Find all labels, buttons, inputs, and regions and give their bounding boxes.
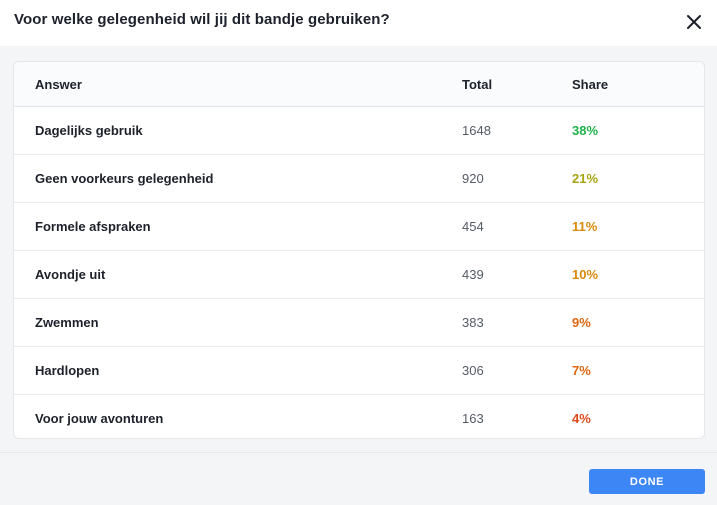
answer-cell: Zwemmen — [35, 315, 99, 330]
share-cell: 4% — [572, 411, 591, 426]
table-row: Geen voorkeurs gelegenheid 920 21% — [14, 155, 704, 203]
answer-cell: Geen voorkeurs gelegenheid — [35, 171, 214, 186]
close-icon — [687, 15, 701, 29]
done-button[interactable]: DONE — [589, 469, 705, 494]
total-cell: 163 — [462, 411, 484, 426]
share-cell: 9% — [572, 315, 591, 330]
column-header-total: Total — [462, 77, 493, 92]
total-cell: 1648 — [462, 123, 491, 138]
share-cell: 7% — [572, 363, 591, 378]
table-row: Zwemmen 383 9% — [14, 299, 704, 347]
table-row: Formele afspraken 454 11% — [14, 203, 704, 251]
column-header-share: Share — [572, 77, 609, 92]
table-header: Answer Total Share — [14, 62, 704, 107]
total-cell: 439 — [462, 267, 484, 282]
column-header-answer: Answer — [35, 77, 82, 92]
table-row: Avondje uit 439 10% — [14, 251, 704, 299]
table-row: Hardlopen 306 7% — [14, 347, 704, 395]
table-row: Dagelijks gebruik 1648 38% — [14, 107, 704, 155]
total-cell: 920 — [462, 171, 484, 186]
answer-cell: Voor jouw avonturen — [35, 411, 164, 426]
answer-cell: Dagelijks gebruik — [35, 123, 143, 138]
close-button[interactable] — [684, 12, 704, 32]
total-cell: 383 — [462, 315, 484, 330]
dialog-title: Voor welke gelegenheid wil jij dit bandj… — [14, 11, 390, 28]
share-cell: 10% — [572, 267, 599, 282]
table-row: Voor jouw avonturen 163 4% — [14, 395, 704, 438]
share-cell: 21% — [572, 171, 599, 186]
answer-cell: Formele afspraken — [35, 219, 151, 234]
total-cell: 306 — [462, 363, 484, 378]
dialog-header: Voor welke gelegenheid wil jij dit bandj… — [0, 0, 717, 46]
answer-cell: Hardlopen — [35, 363, 100, 378]
share-cell: 11% — [572, 219, 598, 234]
total-cell: 454 — [462, 219, 484, 234]
share-cell: 38% — [572, 123, 599, 138]
results-table: Answer Total Share Dagelijks gebruik 1648… — [13, 61, 705, 439]
footer-divider — [0, 452, 717, 453]
answer-cell: Avondje uit — [35, 267, 106, 282]
